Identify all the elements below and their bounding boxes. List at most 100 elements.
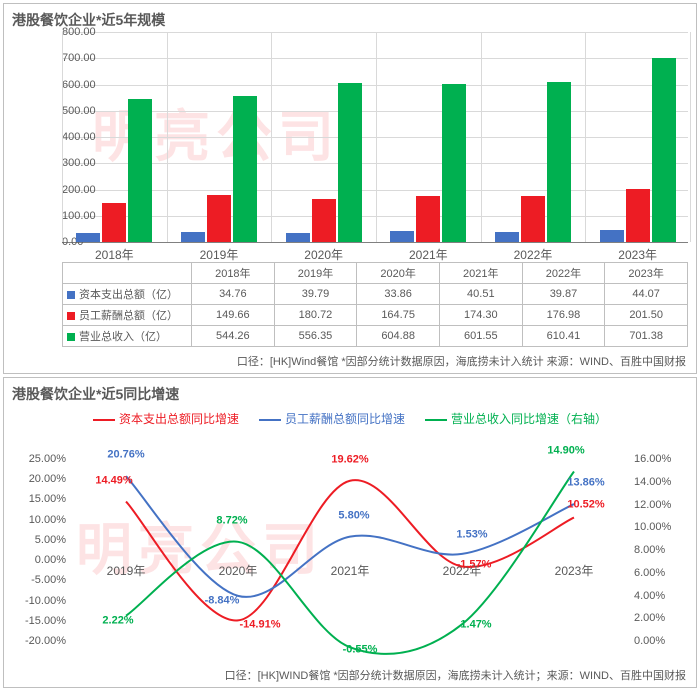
line-chart-panel: 港股餐饮企业*近5同比增速 资本支出总额同比增速员工薪酬总额同比增速营业总收入同…	[3, 377, 697, 688]
table-cell: 601.55	[439, 326, 522, 347]
line-left-tick: 20.00%	[29, 473, 70, 485]
table-row-header: 资本支出总额（亿）	[63, 284, 192, 305]
line-right-tick: 12.00%	[630, 499, 671, 511]
bar	[286, 233, 310, 242]
point-label: 1.47%	[460, 619, 491, 631]
legend-line-swatch	[425, 419, 447, 421]
bar	[495, 232, 519, 242]
table-row: 资本支出总额（亿）34.7639.7933.8640.5139.8744.07	[63, 284, 688, 305]
table-row: 员工薪酬总额（亿）149.66180.72164.75174.30176.982…	[63, 305, 688, 326]
bar-chart-data-table: 2018年2019年2020年2021年2022年2023年资本支出总额（亿）3…	[62, 262, 688, 347]
line-chart-svg	[70, 459, 630, 641]
table-cell: 544.26	[192, 326, 275, 347]
table-col-header: 2021年	[439, 263, 522, 284]
point-label: 19.62%	[331, 453, 368, 465]
bar-group: 2020年	[271, 83, 376, 242]
table-cell: 33.86	[357, 284, 440, 305]
table-cell: 174.30	[439, 305, 522, 326]
table-cell: 39.79	[274, 284, 357, 305]
line-left-tick: 0.00%	[35, 554, 70, 566]
line-x-category: 2019年	[107, 560, 146, 579]
line-right-tick: 0.00%	[630, 635, 665, 647]
bar-x-category: 2018年	[95, 242, 134, 263]
point-label: 2.22%	[102, 614, 133, 626]
line-chart-area: 明亮公司 -20.00%-15.00%-10.00%-5.00%0.00%5.0…	[16, 435, 684, 665]
bar-x-category: 2021年	[409, 242, 448, 263]
bar	[128, 99, 152, 242]
table-row: 营业总收入（亿）544.26556.35604.88601.55610.4170…	[63, 326, 688, 347]
table-cell: 610.41	[522, 326, 605, 347]
bar	[102, 203, 126, 242]
legend-line-swatch	[259, 419, 281, 421]
line-chart-title: 港股餐饮企业*近5同比增速	[4, 378, 696, 406]
table-cell: 176.98	[522, 305, 605, 326]
line-left-tick: -20.00%	[25, 635, 70, 647]
bar	[600, 230, 624, 242]
legend-item: 营业总收入同比增速（右轴）	[425, 410, 607, 427]
line-right-tick: 14.00%	[630, 476, 671, 488]
bar-group: 2018年	[62, 99, 167, 242]
table-cell: 701.38	[605, 326, 688, 347]
table-cell: 201.50	[605, 305, 688, 326]
line-x-category: 2021年	[331, 560, 370, 579]
bar	[76, 233, 100, 242]
point-label: -1.57%	[457, 559, 492, 571]
bar	[652, 58, 676, 242]
legend-swatch	[67, 333, 75, 341]
bar	[442, 84, 466, 242]
bar-group: 2023年	[585, 58, 690, 242]
point-label: 13.86%	[567, 476, 604, 488]
line-right-tick: 4.00%	[630, 590, 665, 602]
bar-x-category: 2023年	[618, 242, 657, 263]
point-label: 20.76%	[107, 449, 144, 461]
bar-chart-title: 港股餐饮企业*近5年规模	[4, 4, 696, 32]
bar-x-category: 2022年	[514, 242, 553, 263]
bar	[233, 96, 257, 242]
bar-chart-plot: 明亮公司 0.00100.00200.00300.00400.00500.006…	[22, 32, 688, 242]
line-right-tick: 8.00%	[630, 544, 665, 556]
legend-label: 营业总收入同比增速（右轴）	[451, 412, 607, 426]
line-chart-caption: 口径：[HK]WIND餐馆 *因部分统计数据原因，海底捞未计入统计；来源：WIN…	[4, 665, 696, 687]
line-chart-legend: 资本支出总额同比增速员工薪酬总额同比增速营业总收入同比增速（右轴）	[4, 406, 696, 429]
bar	[416, 196, 440, 242]
line-x-category: 2020年	[219, 560, 258, 579]
table-col-header: 2022年	[522, 263, 605, 284]
line-right-tick: 16.00%	[630, 453, 671, 465]
bar-x-category: 2019年	[200, 242, 239, 263]
line-left-tick: -15.00%	[25, 615, 70, 627]
series-line	[126, 480, 574, 620]
bar	[547, 82, 571, 242]
bar-gridline	[62, 32, 688, 33]
point-label: -8.84%	[205, 594, 240, 606]
table-cell: 149.66	[192, 305, 275, 326]
bar	[338, 83, 362, 242]
table-cell: 34.76	[192, 284, 275, 305]
bar-x-category: 2020年	[304, 242, 343, 263]
legend-line-swatch	[93, 419, 115, 421]
table-cell: 180.72	[274, 305, 357, 326]
bar	[207, 195, 231, 242]
table-row-header: 员工薪酬总额（亿）	[63, 305, 192, 326]
line-right-tick: 6.00%	[630, 567, 665, 579]
bar-vline	[690, 32, 691, 242]
point-label: -0.55%	[343, 644, 378, 656]
table-cell: 39.87	[522, 284, 605, 305]
line-left-tick: 15.00%	[29, 493, 70, 505]
table-row-header: 营业总收入（亿）	[63, 326, 192, 347]
table-cell: 556.35	[274, 326, 357, 347]
table-col-header: 2020年	[357, 263, 440, 284]
line-left-tick: 25.00%	[29, 453, 70, 465]
point-label: 8.72%	[216, 514, 247, 526]
bar-group: 2019年	[167, 96, 272, 242]
bar	[626, 189, 650, 242]
line-left-tick: -5.00%	[31, 574, 70, 586]
table-cell: 44.07	[605, 284, 688, 305]
line-left-tick: 5.00%	[35, 534, 70, 546]
point-label: 14.49%	[95, 474, 132, 486]
line-left-tick: -10.00%	[25, 595, 70, 607]
legend-swatch	[67, 291, 75, 299]
legend-item: 资本支出总额同比增速	[93, 410, 239, 427]
bar	[521, 196, 545, 242]
table-cell: 164.75	[357, 305, 440, 326]
point-label: 10.52%	[567, 498, 604, 510]
